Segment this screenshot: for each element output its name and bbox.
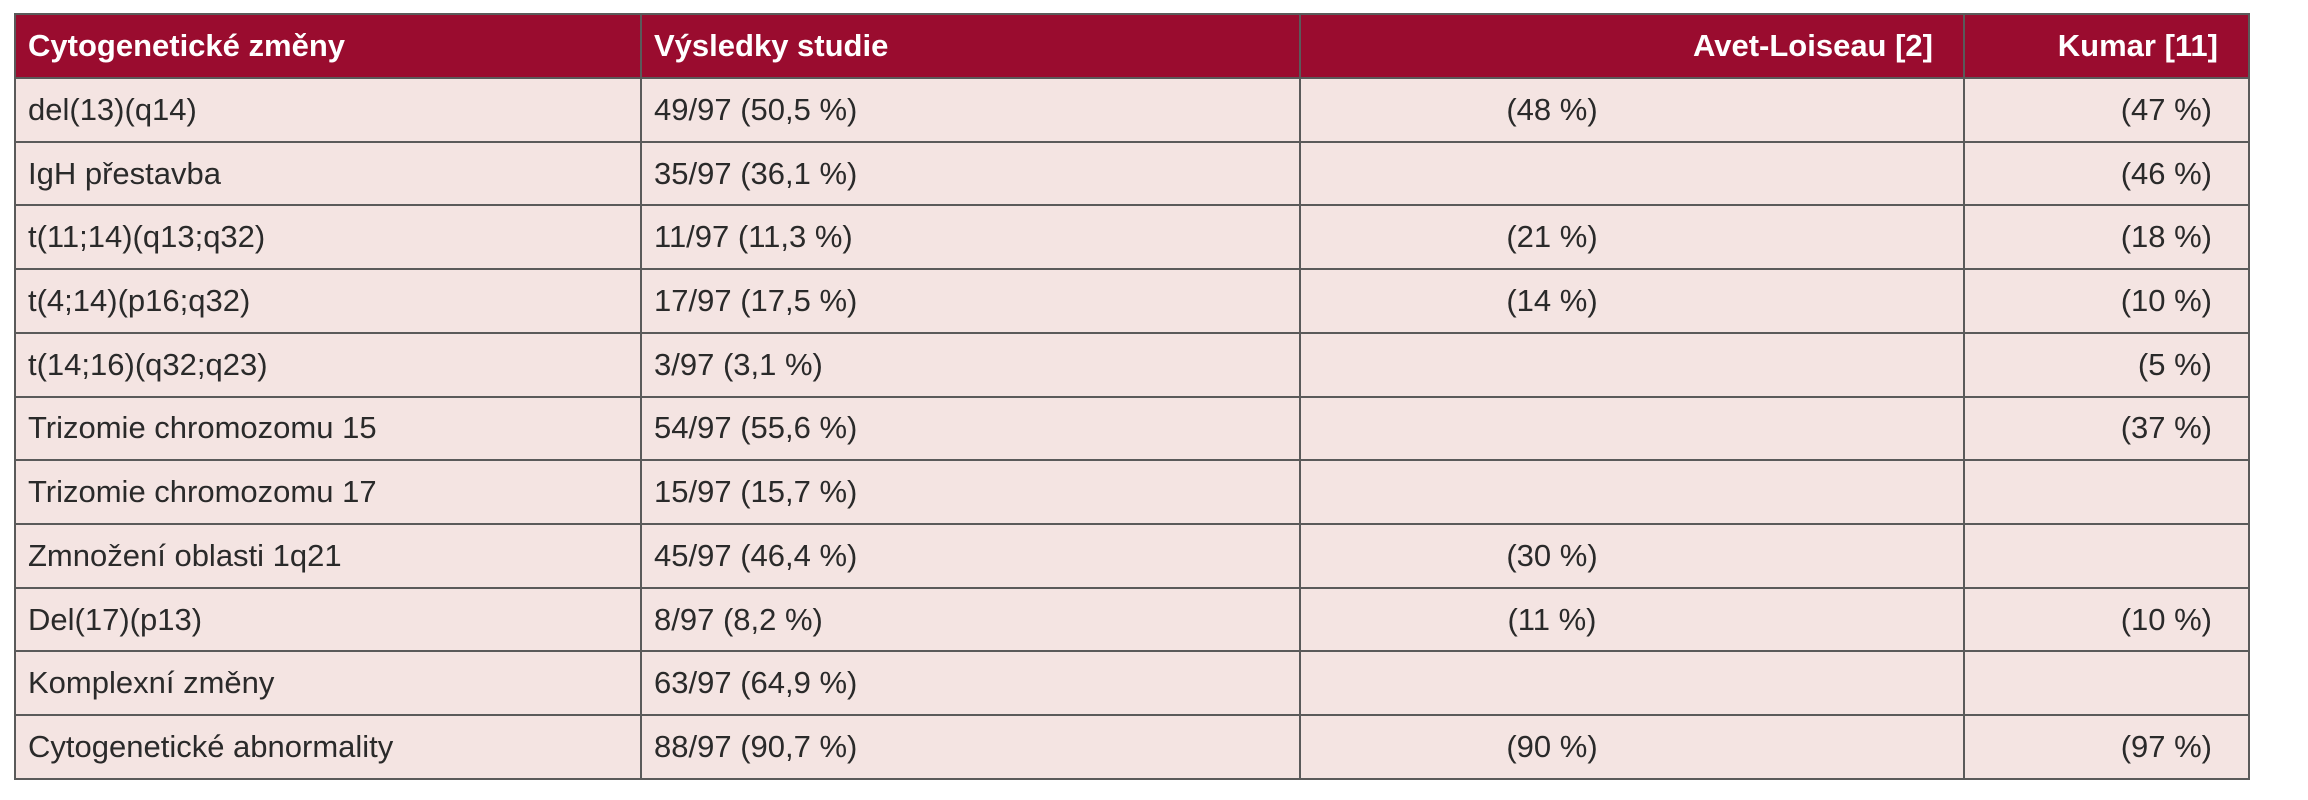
cell-study-result: 15/97 (15,7 %) xyxy=(640,459,1301,526)
table-row: Trizomie chromozomu 15 54/97 (55,6 %) (3… xyxy=(14,395,2250,462)
cell-kumar xyxy=(1963,459,2250,526)
table-header: Cytogenetické změny Výsledky studie Avet… xyxy=(14,13,2250,79)
cell-avet-loiseau xyxy=(1299,395,1965,462)
cell-avet-loiseau xyxy=(1299,459,1965,526)
cell-study-result: 35/97 (36,1 %) xyxy=(640,140,1301,207)
cell-kumar: (37 %) xyxy=(1963,395,2250,462)
cell-change: Trizomie chromozomu 17 xyxy=(14,459,642,526)
cell-avet-loiseau xyxy=(1299,140,1965,207)
cell-kumar: (46 %) xyxy=(1963,140,2250,207)
cell-change: Trizomie chromozomu 15 xyxy=(14,395,642,462)
table-row: Cytogenetické abnormality 88/97 (90,7 %)… xyxy=(14,714,2250,780)
header-cytogenetic-changes: Cytogenetické změny xyxy=(14,13,642,79)
cell-kumar: (47 %) xyxy=(1963,77,2250,143)
cell-avet-loiseau: (11 %) xyxy=(1299,586,1965,653)
table-row: Del(17)(p13) 8/97 (8,2 %) (11 %) (10 %) xyxy=(14,586,2250,653)
table-body: del(13)(q14) 49/97 (50,5 %) (48 %) (47 %… xyxy=(14,77,2250,780)
cytogenetics-table-container: Cytogenetické změny Výsledky studie Avet… xyxy=(14,13,2250,780)
cell-avet-loiseau: (30 %) xyxy=(1299,523,1965,589)
cell-kumar: (10 %) xyxy=(1963,268,2250,334)
table-row: del(13)(q14) 49/97 (50,5 %) (48 %) (47 %… xyxy=(14,77,2250,143)
header-row: Cytogenetické změny Výsledky studie Avet… xyxy=(14,13,2250,79)
cell-study-result: 17/97 (17,5 %) xyxy=(640,268,1301,334)
cell-avet-loiseau xyxy=(1299,650,1965,717)
cell-study-result: 11/97 (11,3 %) xyxy=(640,204,1301,271)
cell-study-result: 63/97 (64,9 %) xyxy=(640,650,1301,717)
table-row: t(4;14)(p16;q32) 17/97 (17,5 %) (14 %) (… xyxy=(14,268,2250,334)
cell-change: Cytogenetické abnormality xyxy=(14,714,642,780)
header-kumar: Kumar [11] xyxy=(1963,13,2250,79)
table-row: t(14;16)(q32;q23) 3/97 (3,1 %) (5 %) xyxy=(14,331,2250,398)
cell-study-result: 54/97 (55,6 %) xyxy=(640,395,1301,462)
cell-avet-loiseau: (48 %) xyxy=(1299,77,1965,143)
cytogenetics-table: Cytogenetické změny Výsledky studie Avet… xyxy=(14,13,2250,780)
cell-change: IgH přestavba xyxy=(14,140,642,207)
cell-study-result: 45/97 (46,4 %) xyxy=(640,523,1301,589)
table-row: Zmnožení oblasti 1q21 45/97 (46,4 %) (30… xyxy=(14,523,2250,589)
cell-change: Zmnožení oblasti 1q21 xyxy=(14,523,642,589)
table-row: Komplexní změny 63/97 (64,9 %) xyxy=(14,650,2250,717)
cell-kumar: (5 %) xyxy=(1963,331,2250,398)
cell-study-result: 88/97 (90,7 %) xyxy=(640,714,1301,780)
cell-avet-loiseau: (21 %) xyxy=(1299,204,1965,271)
cell-study-result: 8/97 (8,2 %) xyxy=(640,586,1301,653)
cell-study-result: 3/97 (3,1 %) xyxy=(640,331,1301,398)
cell-kumar: (97 %) xyxy=(1963,714,2250,780)
cell-kumar xyxy=(1963,523,2250,589)
cell-change: t(4;14)(p16;q32) xyxy=(14,268,642,334)
table-row: IgH přestavba 35/97 (36,1 %) (46 %) xyxy=(14,140,2250,207)
cell-kumar: (10 %) xyxy=(1963,586,2250,653)
cell-change: t(14;16)(q32;q23) xyxy=(14,331,642,398)
cell-avet-loiseau: (90 %) xyxy=(1299,714,1965,780)
table-row: Trizomie chromozomu 17 15/97 (15,7 %) xyxy=(14,459,2250,526)
cell-change: Komplexní změny xyxy=(14,650,642,717)
cell-avet-loiseau xyxy=(1299,331,1965,398)
cell-change: t(11;14)(q13;q32) xyxy=(14,204,642,271)
cell-study-result: 49/97 (50,5 %) xyxy=(640,77,1301,143)
cell-change: Del(17)(p13) xyxy=(14,586,642,653)
cell-kumar xyxy=(1963,650,2250,717)
header-study-results: Výsledky studie xyxy=(640,13,1301,79)
cell-kumar: (18 %) xyxy=(1963,204,2250,271)
header-avet-loiseau: Avet-Loiseau [2] xyxy=(1299,13,1965,79)
table-row: t(11;14)(q13;q32) 11/97 (11,3 %) (21 %) … xyxy=(14,204,2250,271)
cell-change: del(13)(q14) xyxy=(14,77,642,143)
cell-avet-loiseau: (14 %) xyxy=(1299,268,1965,334)
